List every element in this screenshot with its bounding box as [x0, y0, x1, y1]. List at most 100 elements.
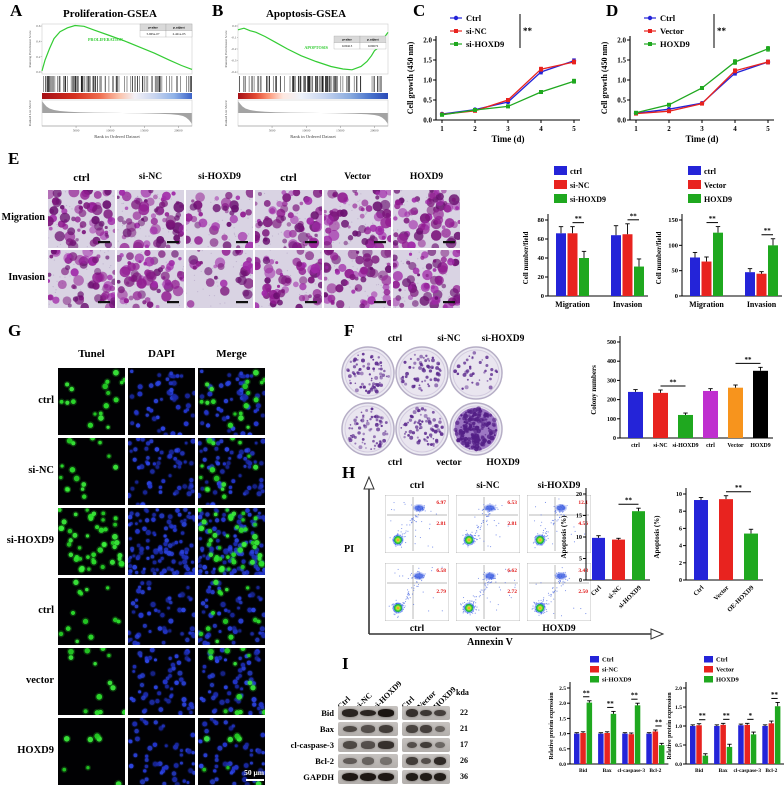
dapi-dot	[147, 745, 153, 751]
colony	[456, 372, 460, 376]
dapi-dot	[214, 777, 219, 782]
dapi-dot	[258, 768, 264, 774]
scatter-dot	[423, 507, 425, 509]
scatter-dot	[474, 532, 477, 534]
dapi-dot	[159, 550, 164, 555]
colony	[428, 360, 430, 362]
colony	[384, 421, 388, 424]
colony	[480, 443, 484, 447]
colony	[404, 375, 408, 379]
dapi-dot	[259, 478, 264, 483]
cell-blob	[78, 205, 83, 210]
scatter-dot	[415, 529, 417, 531]
tunel-dot	[209, 386, 214, 392]
cell-blob	[311, 221, 322, 233]
tunel-dot	[93, 662, 97, 666]
dish-texture	[341, 402, 395, 456]
y-tick-label: 0.0	[617, 117, 626, 125]
cell-blob	[52, 188, 62, 198]
cell-blob	[89, 226, 97, 234]
dapi-dot	[149, 439, 154, 444]
scatter-dot	[473, 534, 476, 536]
speck	[444, 243, 446, 245]
transwell-image	[388, 187, 462, 252]
scatter-dot	[465, 534, 467, 536]
geneset-label: PROLIFERATION	[88, 37, 123, 42]
tunel-dot	[238, 415, 244, 421]
cell-blob	[334, 269, 341, 275]
speck	[299, 218, 301, 220]
dapi-dot	[202, 721, 208, 727]
colony	[492, 417, 497, 423]
dapi-dot	[129, 449, 133, 453]
speck	[185, 292, 187, 294]
legend-swatch	[688, 180, 701, 189]
dapi-dot	[216, 461, 221, 466]
legend-label: si-NC	[570, 181, 590, 190]
speck	[349, 286, 351, 288]
colony	[456, 438, 461, 443]
dapi-dot	[220, 671, 226, 676]
panel-e-migration-invasion: E ctrl si-NC si-HOXD9 ctrl Vector HOXD9 Migrat…	[0, 148, 784, 320]
cell-blob	[103, 209, 113, 219]
colony	[471, 372, 475, 376]
scatter-dot	[489, 503, 491, 505]
cell-blob	[158, 250, 166, 258]
cell-blob	[399, 302, 405, 308]
quadrant-ur-value: 12.1	[578, 500, 588, 506]
dapi-dot	[133, 447, 138, 452]
dapi-dot	[250, 531, 255, 535]
dapi-dot	[154, 447, 160, 452]
colony	[418, 366, 422, 370]
data-point	[454, 42, 458, 46]
legend-swatch	[554, 166, 567, 175]
transwell-image	[388, 246, 464, 312]
colony	[378, 444, 382, 448]
speck	[316, 236, 319, 238]
tunel-dot	[202, 767, 207, 772]
cell-blob	[383, 288, 391, 296]
es-ytick: -0.1	[231, 36, 237, 40]
colony	[362, 385, 366, 389]
scatter-dot	[478, 535, 480, 537]
tunel-dot	[105, 379, 110, 384]
y-axis-label: Cell growth (450 nm)	[406, 41, 415, 114]
dapi-dot	[141, 502, 145, 506]
y-tick-label: 300	[607, 378, 616, 384]
dapi-dot	[149, 408, 154, 413]
tunel-dot	[245, 379, 250, 384]
dapi-dot	[160, 556, 164, 561]
dapi-dot	[257, 595, 261, 599]
cell-blob	[79, 221, 87, 228]
bar	[634, 266, 644, 296]
speck	[52, 286, 54, 288]
fluorescence-image	[194, 578, 268, 647]
cell-blob	[432, 259, 437, 263]
cell-blob	[392, 262, 398, 268]
colony	[486, 414, 490, 418]
dapi-dot	[141, 695, 146, 701]
colony	[368, 390, 371, 393]
cell-blob	[375, 191, 380, 196]
cell-blob	[155, 304, 160, 309]
tunel-dot	[113, 397, 119, 403]
cell-blob	[352, 188, 358, 194]
dapi-dot	[153, 549, 159, 555]
colony	[357, 431, 361, 435]
cell-blob	[144, 297, 151, 303]
dapi-dot	[184, 551, 188, 555]
colony	[381, 373, 386, 378]
colony	[471, 356, 474, 360]
panel-b-title: Apoptosis-GSEA	[265, 8, 347, 20]
speck	[403, 204, 405, 206]
bar	[622, 234, 633, 296]
tunel-dot	[201, 519, 207, 525]
colony	[359, 385, 363, 389]
dapi-dot	[177, 461, 183, 466]
scatter-dot	[542, 532, 544, 534]
speck	[299, 293, 301, 296]
colony	[404, 430, 408, 434]
colony	[465, 443, 470, 448]
cell-blob	[66, 254, 72, 259]
speck	[193, 279, 196, 282]
